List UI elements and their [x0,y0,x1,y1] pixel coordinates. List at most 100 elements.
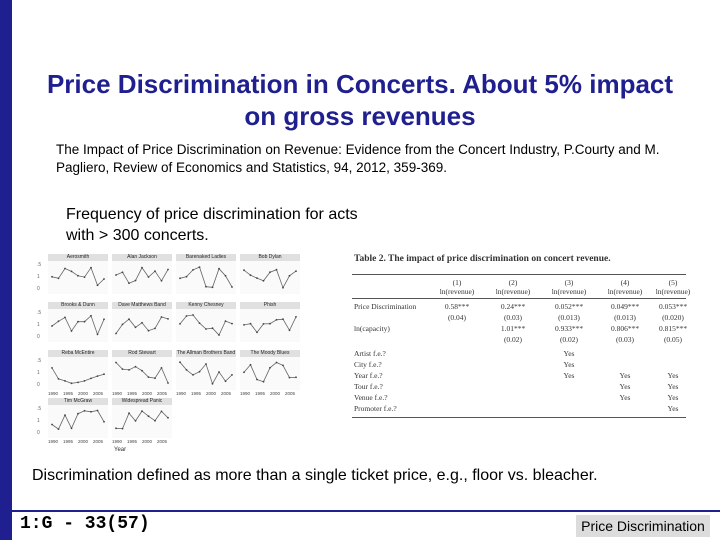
figure-data-point [141,410,143,412]
figure-panel: The Allman Brothers Band [176,350,236,390]
figure-data-point [70,270,73,273]
slide-number: 1:G - 33(57) [20,514,150,534]
figure-data-point [154,419,156,422]
figure-data-point [77,412,79,415]
figure-data-point [249,363,252,366]
figure-panel-title: Reba McEntire [48,350,108,357]
table-column-number: (4) [620,278,630,287]
figure-x-tick: 2005 [285,391,296,396]
figure-data-point [121,323,124,326]
figure-data-point [249,322,252,325]
left-accent-bar [0,0,12,540]
table-cell: 0.052*** [554,302,584,311]
figure-data-point [77,320,79,323]
table-column-header: ln(revenue) [495,287,531,296]
figure-panel: Dave Matthews Band [112,302,172,342]
figure-data-point [51,367,53,369]
table-cell: 0.806*** [610,324,640,333]
figure-data-point [134,420,137,422]
figure-data-point [231,322,233,325]
figure-data-point [295,376,297,379]
table-cell: 0.049*** [610,302,640,311]
figure-data-point [262,279,265,282]
figure-series-line [115,410,169,430]
figure-data-point [57,277,60,280]
figure-x-tick: 1995 [63,439,74,444]
figure-series-line [51,315,105,336]
figure-x-tick: 1995 [63,391,74,396]
table-row-label: Artist f.e.? [354,349,386,358]
figure-data-point [211,382,214,385]
figure-panel-title: Rod Stewart [112,350,172,357]
figure-data-point [90,410,92,413]
table-cell: 0.815*** [658,324,688,333]
figure-x-tick: 1995 [127,439,138,444]
figure-panel-title: Barenaked Ladies [176,254,236,261]
figure-data-point [77,381,79,384]
figure-data-point [211,286,214,289]
table-rule [352,274,686,275]
figure-y-tick: 1 [37,274,40,280]
figure-panel-title: Kenny Chesney [176,302,236,309]
figure-data-point [160,367,163,369]
figure-series-line [179,361,233,385]
table-column-number: (3) [564,278,574,287]
figure-data-point [231,286,233,288]
figure-y-tick: 0 [37,382,40,388]
figure-data-point [154,270,156,273]
figure-panel: Rod Stewart [112,350,172,390]
figure-data-point [218,267,220,270]
figure-data-point [147,329,150,332]
footer-section-label: Price Discrimination [576,515,710,537]
table-rule [352,298,686,299]
figure-data-point [115,332,117,335]
figure-data-point [249,274,252,277]
figure-data-point [121,271,124,274]
figure-data-point [128,282,130,285]
table-column-header: ln(revenue) [439,287,475,296]
table-cell: (0.020) [662,313,684,322]
figure-y-tick: .5 [37,310,42,316]
figure-data-point [185,275,188,278]
table-cell: Yes [619,371,631,380]
figure-data-point [121,427,124,430]
figure-data-point [198,370,201,373]
citation-text: The Impact of Price Discrimination on Re… [56,142,660,175]
figure-x-tick: 1990 [112,439,123,444]
table-cell: 0.58*** [444,302,470,311]
figure-data-point [121,368,124,370]
figure-data-point [282,286,284,289]
table-title: Table 2. The impact of price discriminat… [354,254,611,264]
figure-panel: Aerosmith [48,254,108,294]
figure-panel: Phish [240,302,300,342]
figure-data-point [243,324,245,326]
figure-panel-title: Aerosmith [48,254,108,261]
figure-data-point [147,276,150,278]
figure-data-point [224,274,227,277]
figure-panel: Widespread Panic [112,398,172,438]
table-rule [352,417,686,418]
figure-data-point [51,423,53,426]
figure-data-point [147,376,150,378]
figure-data-point [262,323,265,325]
figure-panel-title: The Allman Brothers Band [176,350,236,357]
figure-data-point [90,377,92,380]
figure-panel: The Moody Blues [240,350,300,390]
figure-data-point [96,333,99,336]
table-row-label: Promoter f.e.? [354,404,397,413]
figure-data-point [83,380,86,382]
figure-series-line [115,266,169,284]
figure-series-line [243,316,297,334]
figure-y-tick: 1 [37,418,40,424]
table-row-label: Tour f.e.? [354,382,383,391]
figure-caption: Frequency of price discrimination for ac… [66,206,358,244]
figure-x-tick: 1990 [176,391,187,396]
table-column-number: (2) [508,278,518,287]
figure-data-point [275,361,278,364]
figure-data-point [64,316,66,319]
figure-data-point [51,325,53,327]
figure-data-point [167,318,169,320]
figure-x-tick: 2005 [93,439,104,444]
figure-data-point [115,361,117,364]
figure-panel-title: Widespread Panic [112,398,172,405]
